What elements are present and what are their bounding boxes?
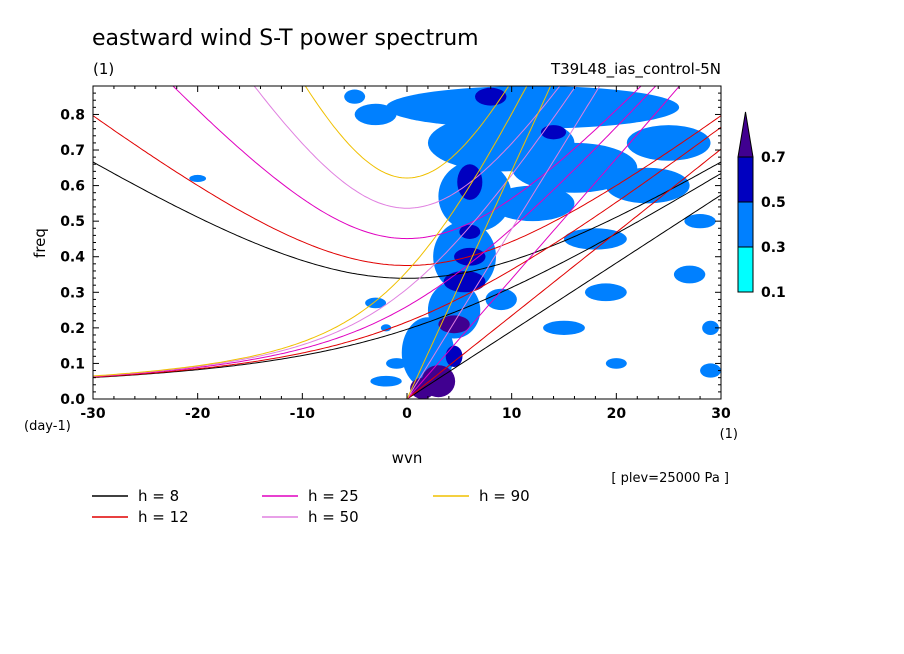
colorbar-segment — [737, 201, 754, 248]
dispersion-curve-line — [93, 86, 528, 377]
contour-patch — [490, 185, 575, 222]
y-axis-title: freq — [31, 228, 49, 258]
dispersion-curve-line — [406, 86, 552, 399]
contour-patch — [443, 270, 486, 293]
contour-patch — [684, 214, 716, 229]
x-tick-label: -10 — [290, 406, 316, 422]
contour-patch — [445, 345, 463, 367]
plev-footnote: [ plev=25000 Pa ] — [611, 471, 729, 486]
y-unit-label: (day-1) — [24, 419, 71, 434]
contour-patch — [564, 228, 627, 250]
dispersion-curve-line — [93, 161, 721, 279]
colorbar-segment — [737, 156, 754, 203]
colorbar-level-label: 0.7 — [761, 150, 786, 166]
colorbar-level-label: 0.5 — [761, 195, 786, 211]
y-tick-label: 0.5 — [60, 214, 85, 230]
dispersion-curve-line — [304, 86, 510, 179]
colorbar-level-label: 0.1 — [761, 285, 786, 301]
contour-patch — [540, 125, 567, 140]
x-tick-label: 0 — [402, 406, 412, 422]
x-tick-label: -30 — [80, 406, 106, 422]
contour-patch — [344, 89, 366, 104]
contour-patch — [459, 224, 481, 239]
dispersion-curve-line — [406, 194, 721, 399]
contour-patch — [605, 358, 627, 369]
spectrum-contours — [189, 86, 721, 399]
legend-label: h = 50 — [308, 508, 359, 526]
chart-title: eastward wind S-T power spectrum — [92, 26, 479, 51]
colorbar-segment — [737, 246, 754, 293]
y-tick-label: 0.7 — [60, 143, 85, 159]
contour-patch — [189, 174, 207, 183]
contour-patch — [543, 320, 585, 335]
contour-patch — [438, 315, 470, 334]
curve-legend: h = 8 h = 12 h = 25 h = 50 h = 90 — [92, 487, 530, 526]
dispersion-curve-line — [93, 173, 721, 378]
dispersion-curve-line — [253, 86, 561, 209]
colorbar-level-label: 0.3 — [761, 240, 786, 256]
contour-patch — [511, 142, 638, 193]
y-tick-label: 0.3 — [60, 285, 85, 301]
x-tick-label: 20 — [607, 406, 627, 422]
x-unit-label: (1) — [720, 427, 738, 442]
dispersion-curve-line — [93, 115, 721, 266]
dispersion-curve-line — [172, 86, 642, 240]
contour-patch — [626, 125, 711, 161]
contour-patch — [380, 324, 392, 332]
y-axis-ticks: 0.0 0.1 0.2 0.3 0.4 0.5 0.6 0.7 0.8 — [60, 92, 721, 408]
contour-patch — [702, 320, 719, 335]
dispersion-curve-line — [406, 86, 601, 399]
dispersion-curve-line — [406, 148, 721, 399]
x-tick-label: 30 — [711, 406, 731, 422]
dispersion-curve-line — [406, 86, 681, 399]
dispersion-curve-line — [93, 86, 577, 377]
legend-label: h = 8 — [138, 487, 179, 505]
dispersion-curve-line — [93, 86, 657, 378]
y-tick-label: 0.6 — [60, 179, 85, 195]
dispersion-curve-line — [93, 126, 721, 378]
dispersion-curves — [93, 86, 721, 399]
legend-label: h = 12 — [138, 508, 189, 526]
contour-patch — [457, 164, 483, 200]
contour-patch — [354, 103, 397, 126]
colorbar: 0.1 0.3 0.5 0.7 — [737, 111, 786, 301]
x-axis-title: wvn — [392, 449, 423, 467]
chart-subtitle-right: T39L48_ias_control-5N — [550, 60, 721, 79]
colorbar-segment — [737, 111, 754, 158]
contour-patch — [386, 86, 680, 129]
y-tick-label: 0.4 — [60, 250, 85, 266]
contour-patch — [673, 265, 706, 284]
contour-patch — [485, 288, 517, 311]
y-tick-label: 0.8 — [60, 107, 85, 123]
contour-patch — [370, 375, 402, 387]
x-axis-ticks: -30 -20 -10 0 10 20 30 — [80, 86, 731, 422]
y-tick-label: 0.1 — [60, 356, 85, 372]
legend-label: h = 25 — [308, 487, 359, 505]
legend-label: h = 90 — [479, 487, 530, 505]
y-tick-label: 0.2 — [60, 321, 85, 337]
chart-subtitle-left: (1) — [93, 60, 114, 78]
contour-patch — [700, 363, 721, 378]
contour-patch — [584, 283, 627, 302]
x-tick-label: 10 — [502, 406, 522, 422]
x-tick-label: -20 — [185, 406, 211, 422]
contour-patch — [386, 358, 407, 369]
y-tick-label: 0.0 — [60, 392, 85, 408]
